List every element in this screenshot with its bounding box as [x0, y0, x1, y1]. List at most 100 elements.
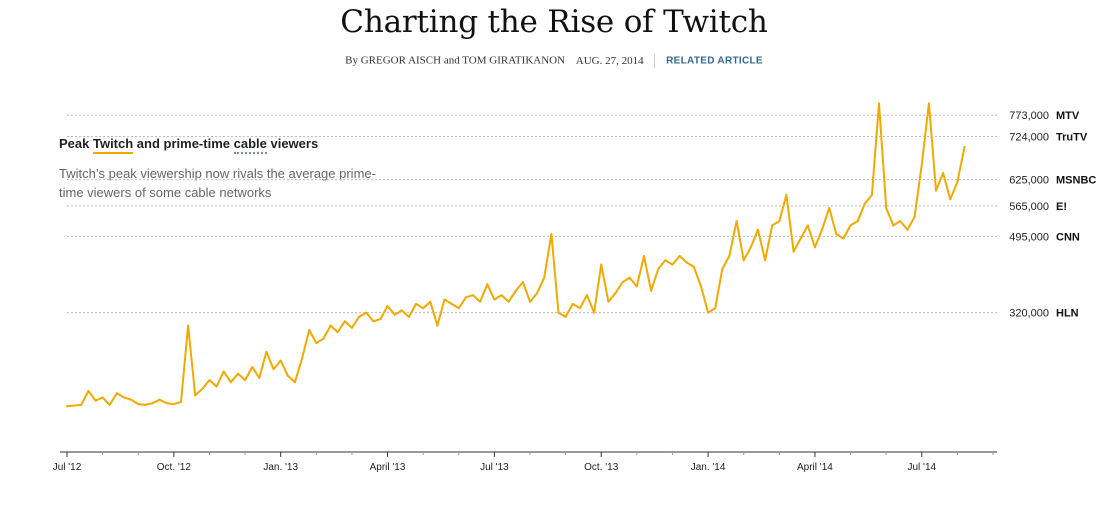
twitch-data-point [272, 368, 275, 371]
reference-value-label: 495,000 [1009, 231, 1049, 243]
reference-network-label: CNN [1056, 231, 1080, 243]
twitch-data-point [550, 233, 553, 236]
twitch-data-point [400, 309, 403, 312]
twitch-data-point [586, 294, 588, 297]
twitch-data-point [222, 370, 225, 373]
twitch-data-point [543, 276, 546, 279]
twitch-data-point [529, 300, 531, 303]
x-tick-label: Jan. '13 [263, 462, 298, 473]
reference-value-label: 724,000 [1009, 132, 1049, 144]
twitch-data-point [137, 403, 140, 406]
twitch-data-point [500, 294, 503, 297]
twitch-data-point [308, 329, 311, 331]
x-tick-label: Jul '12 [53, 462, 82, 473]
twitch-data-point [692, 265, 695, 268]
twitch-data-point [742, 259, 745, 262]
x-tick-label: Jan. '14 [691, 462, 726, 473]
byline-divider [654, 54, 656, 68]
chart-description: Twitch’s peak viewership now rivals the … [59, 166, 376, 200]
twitch-data-point [571, 302, 574, 305]
twitch-data-point [600, 263, 603, 266]
twitch-data-point [336, 331, 339, 334]
twitch-data-point [393, 313, 396, 316]
twitch-data-point [835, 233, 838, 236]
x-tick-label: April '13 [370, 462, 406, 473]
twitch-data-point [115, 392, 118, 395]
reference-value-label: 565,000 [1009, 201, 1049, 213]
twitch-data-point [721, 268, 724, 270]
twitch-data-point [657, 268, 660, 270]
reference-network-label: E! [1056, 201, 1067, 213]
twitch-data-point [80, 403, 83, 406]
twitch-data-point [94, 399, 97, 402]
series-layer [66, 102, 966, 408]
twitch-data-point [621, 281, 624, 284]
twitch-data-point [870, 193, 873, 196]
chart-heading-middle: and prime-time [133, 136, 234, 151]
twitch-data-point [792, 250, 795, 253]
twitch-data-point [899, 220, 902, 223]
reference-grid [67, 114, 997, 314]
twitch-data-point [664, 259, 667, 262]
twitch-data-point [165, 402, 168, 405]
chart-heading: Peak Twitch and prime-time cable viewers [59, 136, 318, 154]
twitch-data-point [849, 224, 852, 227]
twitch-data-point [372, 320, 375, 323]
twitch-data-point [628, 276, 631, 279]
twitch-series-line [66, 102, 966, 408]
twitch-legend-key: Twitch [92, 136, 134, 154]
twitch-data-point [614, 292, 617, 294]
twitch-data-point [450, 302, 453, 305]
x-tick-label: Jul '14 [907, 462, 936, 473]
related-article-link[interactable]: RELATED ARTICLE [666, 55, 763, 67]
twitch-data-point [828, 207, 831, 209]
reference-network-label: MSNBC [1056, 175, 1096, 187]
twitch-data-point [842, 237, 845, 240]
reference-network-label: HLN [1056, 308, 1079, 320]
twitch-data-point [365, 311, 368, 314]
twitch-data-point [913, 215, 916, 218]
twitch-data-point [949, 198, 952, 201]
twitch-data-point [671, 263, 674, 266]
reference-labels: 773,000 MTV 724,000 TruTV 625,000 MSNBC 565,00… [1009, 110, 1096, 319]
twitch-data-point [251, 366, 254, 368]
x-tick-label: Jul '13 [480, 462, 509, 473]
reference-network-label: TruTV [1056, 132, 1088, 144]
twitch-data-point [486, 283, 489, 286]
twitch-data-point [101, 396, 104, 399]
twitch-data-point [464, 296, 467, 299]
x-tick-label: April '14 [797, 462, 833, 473]
twitch-data-point [180, 400, 182, 403]
twitch-data-point [856, 220, 859, 223]
twitch-data-point [350, 326, 353, 329]
twitch-data-point [358, 315, 360, 318]
twitch-data-point [756, 228, 759, 231]
twitch-data-point [685, 261, 688, 264]
twitch-data-point [172, 403, 175, 406]
twitch-data-point [813, 246, 816, 249]
twitch-data-point [379, 318, 382, 321]
twitch-data-point [493, 298, 496, 301]
twitch-data-point [415, 302, 417, 305]
twitch-data-point [293, 381, 296, 384]
twitch-data-point [158, 398, 161, 401]
twitch-data-point [557, 311, 560, 314]
twitch-data-point [66, 405, 68, 408]
twitch-data-point [806, 224, 809, 227]
chart-heading-prefix: Peak [59, 136, 93, 151]
twitch-data-point [785, 193, 788, 196]
twitch-data-point [878, 102, 880, 105]
reference-value-label: 773,000 [1009, 110, 1049, 122]
twitch-data-point [885, 207, 888, 209]
twitch-data-point [286, 374, 289, 377]
twitch-data-point [258, 376, 261, 379]
twitch-data-point [329, 324, 332, 327]
twitch-data-point [443, 298, 446, 301]
cable-legend-key: cable [233, 136, 267, 154]
twitch-data-point [728, 254, 731, 257]
twitch-data-point [714, 307, 717, 310]
twitch-data-point [521, 281, 524, 284]
twitch-data-point [650, 289, 653, 292]
twitch-data-point [956, 180, 959, 183]
